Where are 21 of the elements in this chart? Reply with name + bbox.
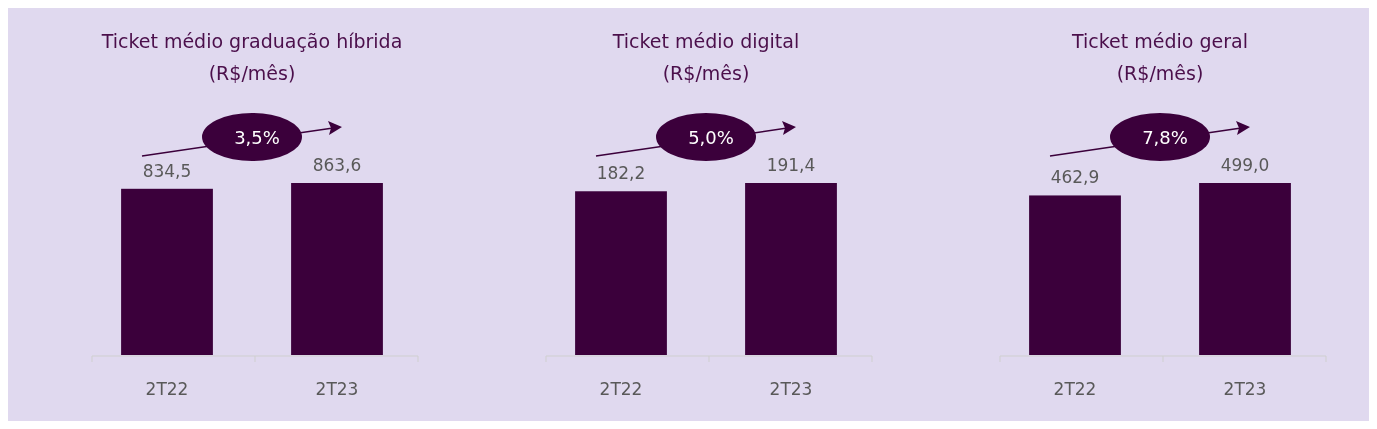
x-tick-label: 2T22 [1053,379,1097,399]
data-label: 462,9 [1050,167,1100,188]
chart-subtitle: (R$/mês) [208,62,296,84]
data-label: 499,0 [1220,155,1270,175]
x-tick-label: 2T23 [769,379,813,399]
x-tick-label: 2T23 [1223,379,1267,399]
chart-title: Ticket médio digital [611,30,800,52]
chart-subtitle: (R$/mês) [1116,62,1204,84]
chart-title: Ticket médio geral [1071,30,1248,52]
x-tick-label: 2T23 [315,379,359,399]
data-label: 834,5 [142,160,192,181]
data-label: 182,2 [596,163,646,184]
chart-subtitle: (R$/mês) [662,62,750,84]
x-tick-label: 2T22 [599,379,643,399]
text: 7,8% [1142,127,1188,148]
text: 5,0% [688,127,734,148]
chart-title: Ticket médio graduação híbrida [100,30,403,52]
data-label: 191,4 [766,155,816,175]
data-label: 863,6 [312,155,362,175]
text: 3,5% [234,127,280,148]
x-tick-label: 2T22 [145,379,189,399]
